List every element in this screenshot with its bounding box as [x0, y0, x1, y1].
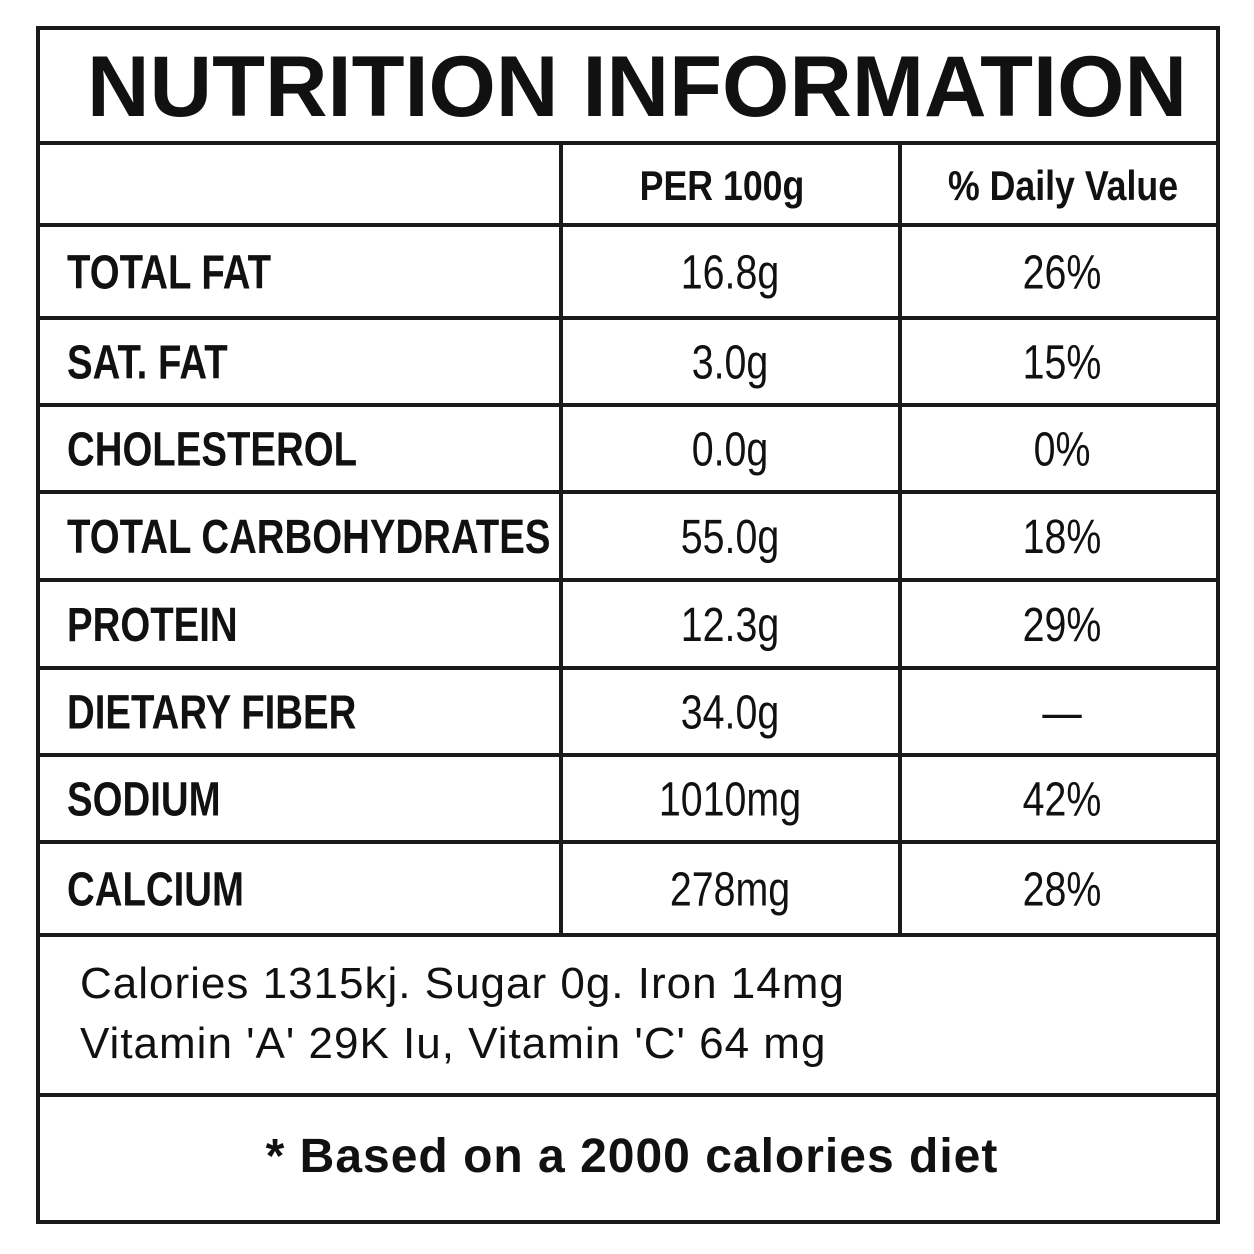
nutrient-name: CHOLESTEROL: [67, 424, 357, 477]
note-line: Calories 1315kj. Sugar 0g. Iron 14mg: [80, 959, 845, 1008]
column-header: % Daily Value: [948, 163, 1178, 209]
amount: 0.0g: [692, 423, 769, 477]
daily-value-cell: 0%: [1034, 423, 1091, 477]
nutrient-name: CALCIUM: [67, 864, 244, 917]
amount-cell: 16.8g: [681, 246, 779, 300]
amount-cell: 278mg: [670, 863, 790, 917]
row-label-cell: SODIUM: [67, 774, 221, 827]
daily-value: 0%: [1034, 423, 1091, 477]
daily-value: 29%: [1023, 598, 1102, 652]
note-line: Vitamin 'A' 29K Iu, Vitamin 'C' 64 mg: [80, 1019, 826, 1068]
nutrient-name: SAT. FAT: [67, 337, 228, 390]
amount-cell: 34.0g: [681, 686, 779, 740]
header-cell: % Daily Value: [948, 163, 1178, 209]
amount-cell: 12.3g: [681, 598, 779, 652]
daily-value-cell: 15%: [1023, 336, 1102, 390]
daily-value: 42%: [1023, 773, 1102, 827]
daily-value: —: [1042, 686, 1081, 740]
amount-cell: 1010mg: [659, 773, 801, 827]
row-label-cell: SAT. FAT: [67, 337, 228, 390]
daily-value-cell: 18%: [1023, 510, 1102, 564]
daily-value: 26%: [1023, 246, 1102, 300]
daily-value-cell: 26%: [1023, 246, 1102, 300]
amount: 278mg: [670, 863, 790, 917]
row-label-cell: CALCIUM: [67, 864, 244, 917]
nutrient-name: TOTAL FAT: [67, 247, 271, 300]
daily-value: 28%: [1023, 863, 1102, 917]
header-cell: PER 100g: [640, 163, 805, 209]
amount: 55.0g: [681, 510, 779, 564]
amount: 1010mg: [659, 773, 801, 827]
row-label-cell: TOTAL FAT: [67, 247, 271, 300]
daily-value-cell: —: [1042, 686, 1081, 740]
nutrient-name: SODIUM: [67, 774, 221, 827]
amount-cell: 0.0g: [692, 423, 769, 477]
footer: * Based on a 2000 calories diet: [266, 1130, 999, 1183]
amount: 16.8g: [681, 246, 779, 300]
row-label-cell: TOTAL CARBOHYDRATES: [67, 511, 550, 564]
daily-value-cell: 42%: [1023, 773, 1102, 827]
row-label-cell: PROTEIN: [67, 599, 238, 652]
row-label-cell: DIETARY FIBER: [67, 687, 356, 740]
daily-value: 15%: [1023, 336, 1102, 390]
column-header: PER 100g: [640, 163, 805, 209]
amount-cell: 3.0g: [692, 336, 769, 390]
nutrient-name: DIETARY FIBER: [67, 687, 356, 740]
nutrient-name: PROTEIN: [67, 599, 238, 652]
nutrient-name: TOTAL CARBOHYDRATES: [67, 511, 550, 564]
daily-value-cell: 29%: [1023, 598, 1102, 652]
row-label-cell: CHOLESTEROL: [67, 424, 357, 477]
daily-value-cell: 28%: [1023, 863, 1102, 917]
amount: 12.3g: [681, 598, 779, 652]
amount: 34.0g: [681, 686, 779, 740]
title: NUTRITION INFORMATION: [87, 39, 1187, 135]
daily-value: 18%: [1023, 510, 1102, 564]
amount: 3.0g: [692, 336, 769, 390]
amount-cell: 55.0g: [681, 510, 779, 564]
